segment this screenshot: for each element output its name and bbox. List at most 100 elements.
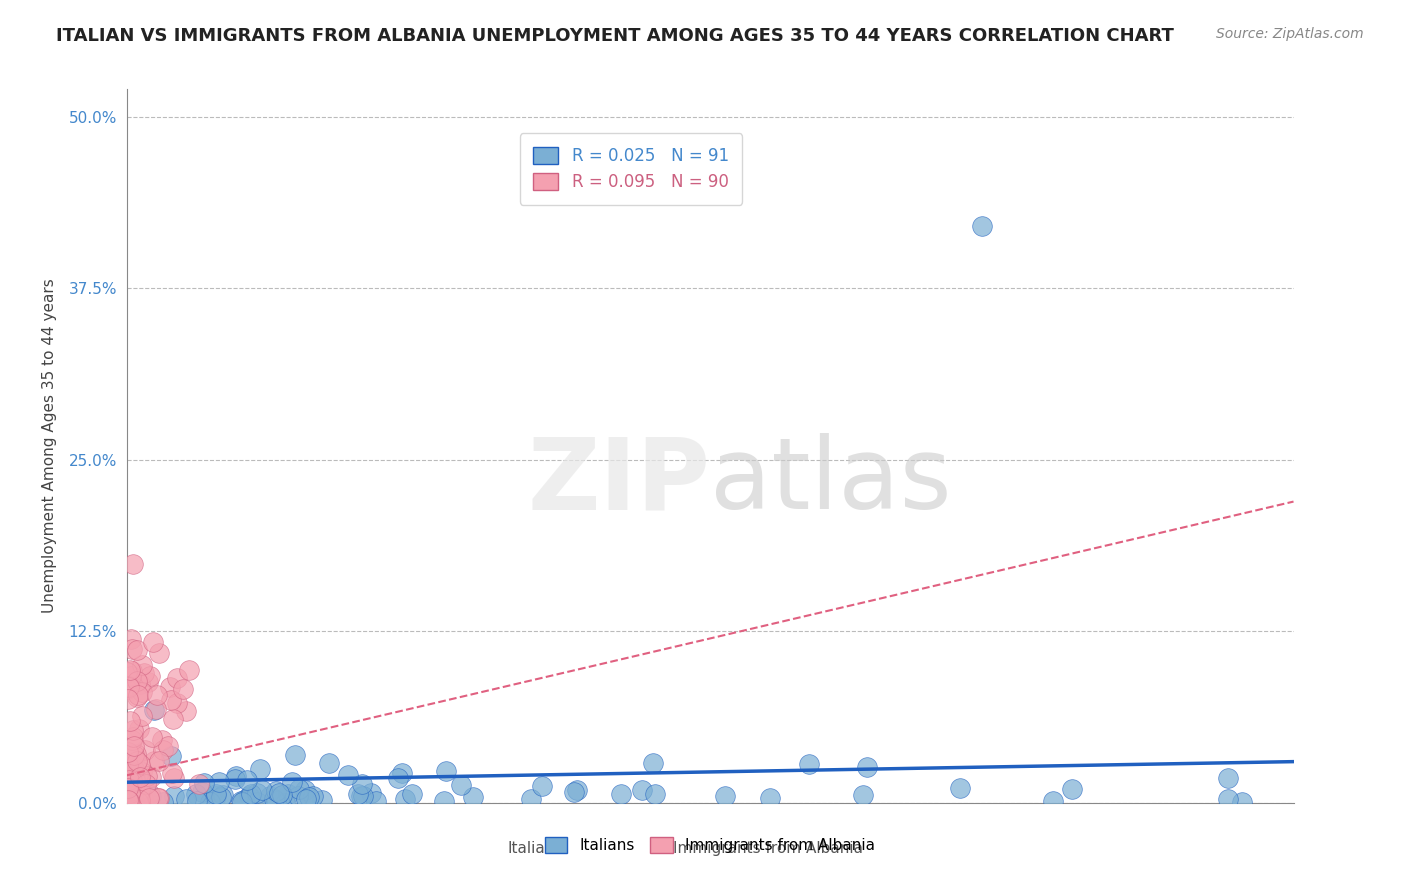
Point — [115, 782, 138, 797]
Point — [231, 795, 253, 809]
Point — [127, 688, 149, 702]
Point — [120, 774, 142, 789]
Point — [121, 789, 143, 803]
Point — [250, 783, 273, 797]
Point — [124, 772, 146, 787]
Point — [148, 791, 170, 805]
Point — [224, 772, 246, 786]
Point — [162, 712, 184, 726]
Point — [129, 782, 152, 797]
Legend: Italians, Immigrants from Albania: Italians, Immigrants from Albania — [538, 831, 882, 859]
Point — [136, 795, 159, 809]
Point — [142, 704, 165, 718]
Text: ITALIAN VS IMMIGRANTS FROM ALBANIA UNEMPLOYMENT AMONG AGES 35 TO 44 YEARS CORREL: ITALIAN VS IMMIGRANTS FROM ALBANIA UNEMP… — [56, 27, 1174, 45]
Point — [128, 792, 150, 806]
Point — [125, 643, 148, 657]
Point — [136, 675, 159, 690]
Point — [461, 789, 484, 804]
Point — [122, 730, 145, 744]
Point — [205, 789, 228, 804]
Point — [187, 777, 209, 791]
Point — [277, 787, 299, 801]
Point — [347, 787, 370, 801]
Point — [134, 783, 156, 797]
Point — [949, 781, 972, 796]
Point — [118, 794, 141, 808]
Point — [121, 774, 143, 789]
Point — [610, 787, 633, 801]
Point — [152, 795, 174, 809]
Point — [644, 787, 666, 801]
Point — [201, 793, 224, 807]
Point — [184, 787, 207, 801]
Point — [1042, 794, 1064, 808]
Point — [352, 789, 374, 804]
Point — [129, 790, 152, 805]
Point — [118, 789, 141, 803]
Point — [146, 790, 169, 805]
Point — [366, 794, 388, 808]
Point — [231, 794, 253, 808]
Point — [120, 664, 142, 678]
Point — [120, 764, 142, 778]
Point — [972, 219, 994, 234]
Text: Italians: Italians — [508, 841, 562, 855]
Point — [117, 780, 139, 795]
Point — [433, 794, 456, 808]
Point — [138, 790, 160, 805]
Point — [121, 664, 143, 678]
Point — [131, 765, 153, 780]
Point — [287, 789, 309, 804]
Point — [174, 791, 197, 805]
Point — [301, 789, 323, 804]
Point — [641, 756, 664, 770]
Point — [263, 791, 285, 805]
Point — [118, 766, 141, 780]
Point — [120, 764, 142, 779]
Text: Source: ZipAtlas.com: Source: ZipAtlas.com — [1216, 27, 1364, 41]
Point — [562, 785, 585, 799]
Point — [118, 680, 141, 694]
Point — [297, 789, 319, 804]
Point — [318, 756, 340, 771]
Point — [269, 787, 291, 801]
Point — [122, 762, 145, 776]
Point — [120, 784, 142, 798]
Point — [531, 779, 554, 793]
Point — [249, 763, 271, 777]
Point — [143, 754, 166, 768]
Point — [128, 722, 150, 736]
Point — [163, 789, 186, 803]
Y-axis label: Unemployment Among Ages 35 to 44 years: Unemployment Among Ages 35 to 44 years — [42, 278, 58, 614]
Point — [148, 754, 170, 768]
Point — [129, 770, 152, 784]
Point — [122, 557, 145, 571]
Point — [565, 783, 588, 797]
Point — [1230, 795, 1253, 809]
Point — [121, 770, 143, 784]
Point — [239, 790, 262, 805]
Point — [125, 795, 148, 809]
Point — [159, 748, 181, 763]
Point — [264, 794, 287, 808]
Point — [391, 766, 413, 780]
Point — [240, 787, 263, 801]
Point — [162, 765, 184, 780]
Point — [138, 786, 160, 800]
Point — [631, 783, 654, 797]
Point — [337, 768, 360, 782]
Point — [360, 786, 382, 800]
Point — [156, 739, 179, 753]
Point — [139, 669, 162, 683]
Point — [117, 745, 139, 759]
Point — [117, 691, 139, 706]
Point — [191, 785, 214, 799]
Point — [134, 743, 156, 757]
Point — [852, 789, 875, 803]
Point — [246, 795, 269, 809]
Point — [139, 789, 162, 803]
Point — [121, 733, 143, 747]
Point — [127, 674, 149, 689]
Point — [274, 796, 297, 810]
Point — [131, 685, 153, 699]
